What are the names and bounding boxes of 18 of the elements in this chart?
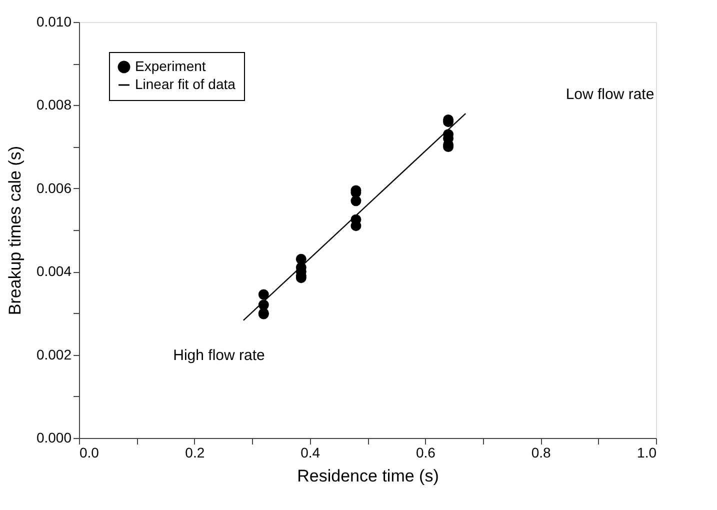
x-tick-label: 0.8 xyxy=(531,444,552,460)
annotation: High flow rate xyxy=(173,347,265,364)
x-tick-label: 0.4 xyxy=(300,444,320,460)
x-tick-label: 0.6 xyxy=(416,444,436,460)
legend-label: Linear fit of data xyxy=(135,76,236,92)
x-tick-label: 0.0 xyxy=(80,444,100,460)
x-tick-label: 1.0 xyxy=(637,444,657,460)
annotation: Low flow rate xyxy=(566,86,654,103)
y-tick-label: 0.000 xyxy=(36,430,72,446)
legend-label: Experiment xyxy=(135,58,206,74)
y-tick-label: 0.006 xyxy=(36,180,72,196)
y-tick-label: 0.008 xyxy=(36,96,72,113)
y-tick-label: 0.004 xyxy=(36,263,72,280)
y-tick-label: 0.002 xyxy=(36,346,72,362)
x-axis-title: Residence time (s) xyxy=(297,466,439,486)
y-axis-title: Breakup times cale (s) xyxy=(5,146,24,316)
x-tick-label: 0.2 xyxy=(185,444,205,460)
y-tick-label: 0.010 xyxy=(36,14,72,30)
